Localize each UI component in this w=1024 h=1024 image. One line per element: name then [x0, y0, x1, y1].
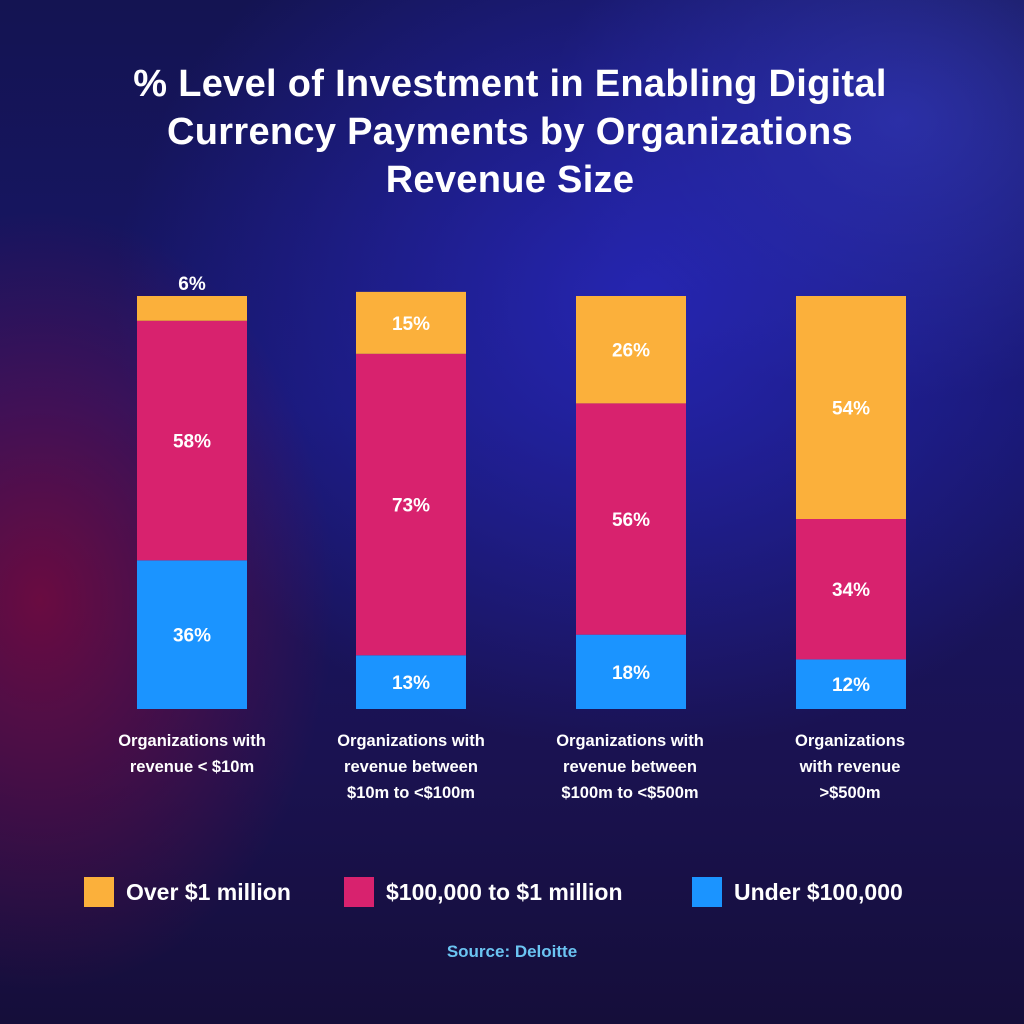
bar-segment-under-100-000-4	[796, 659, 906, 709]
legend-item-over-1-million: Over $1 million	[84, 872, 291, 912]
data-label-100-000-to-1-million-3: 56%	[612, 510, 650, 531]
data-label-over-1-million-4: 54%	[832, 399, 870, 420]
chart-title: % Level of Investment in Enabling Digita…	[60, 60, 960, 204]
data-label-over-1-million-2: 15%	[392, 314, 430, 335]
data-label-under-100-000-3: 18%	[612, 663, 650, 684]
category-labels: Organizations with revenue < $10m Organi…	[0, 728, 1024, 818]
category-label-4-line-3: >$500m	[819, 784, 881, 802]
bar-segment-100-000-to-1-million-2	[356, 353, 466, 656]
bar-segment-over-1-million-2	[356, 291, 466, 354]
category-label-3-line-3: $100m to <$500m	[561, 784, 699, 802]
data-label-under-100-000-2: 13%	[392, 673, 430, 694]
legend-swatch-100k-to-1-million	[344, 877, 374, 907]
chart-title-line-3: Revenue Size	[385, 159, 635, 201]
category-label-3: Organizations with revenue between $100m…	[530, 728, 730, 806]
category-label-4-line-2: with revenue	[799, 758, 901, 776]
bar-segment-over-1-million-1	[137, 296, 247, 321]
chart-title-line-1: % Level of Investment in Enabling Digita…	[133, 63, 887, 105]
chart-title-line-2: Currency Payments by Organizations	[167, 111, 853, 153]
chart-legend: Over $1 million $100,000 to $1 million U…	[0, 872, 1024, 912]
category-label-1-line-1: Organizations with	[118, 732, 266, 750]
category-label-2-line-2: revenue between	[344, 758, 478, 776]
legend-swatch-over-1-million	[84, 877, 114, 907]
category-label-2: Organizations with revenue between $10m …	[311, 728, 511, 806]
data-label-under-100-000-4: 12%	[832, 675, 870, 696]
legend-item-under-100k: Under $100,000	[692, 872, 903, 912]
source-note: Source: Deloitte	[446, 942, 578, 961]
category-label-1-line-2: revenue < $10m	[129, 758, 255, 776]
bar-segment-100-000-to-1-million-3	[576, 403, 686, 635]
category-label-4-line-1: Organizations	[794, 732, 905, 750]
bar-segment-under-100-000-3	[576, 634, 686, 709]
legend-swatch-under-100k	[692, 877, 722, 907]
data-label-over-1-million-1: 6%	[178, 274, 206, 295]
data-label-100-000-to-1-million-2: 73%	[392, 496, 430, 517]
legend-label-under-100k: Under $100,000	[734, 878, 903, 905]
bar-segment-under-100-000-2	[356, 655, 466, 709]
category-label-3-line-2: revenue between	[563, 758, 697, 776]
bar-segment-over-1-million-4	[796, 296, 906, 520]
category-label-3-line-1: Organizations with	[556, 732, 704, 750]
bar-segment-over-1-million-3	[576, 296, 686, 404]
bar-segment-under-100-000-1	[137, 560, 247, 709]
data-label-over-1-million-3: 26%	[612, 341, 650, 362]
data-label-under-100-000-1: 36%	[173, 626, 211, 647]
category-label-2-line-3: $10m to <$100m	[347, 784, 475, 802]
category-label-1: Organizations with revenue < $10m	[92, 728, 292, 780]
category-label-2-line-1: Organizations with	[337, 732, 485, 750]
data-label-100-000-to-1-million-4: 34%	[832, 580, 870, 601]
legend-label-over-1-million: Over $1 million	[126, 878, 291, 905]
legend-label-100k-to-1-million: $100,000 to $1 million	[386, 878, 623, 905]
data-label-100-000-to-1-million-1: 58%	[173, 432, 211, 453]
category-label-4: Organizations with revenue >$500m	[750, 728, 950, 806]
legend-item-100k-to-1-million: $100,000 to $1 million	[344, 872, 623, 912]
bar-segment-100-000-to-1-million-1	[137, 320, 247, 561]
bar-segment-100-000-to-1-million-4	[796, 519, 906, 660]
